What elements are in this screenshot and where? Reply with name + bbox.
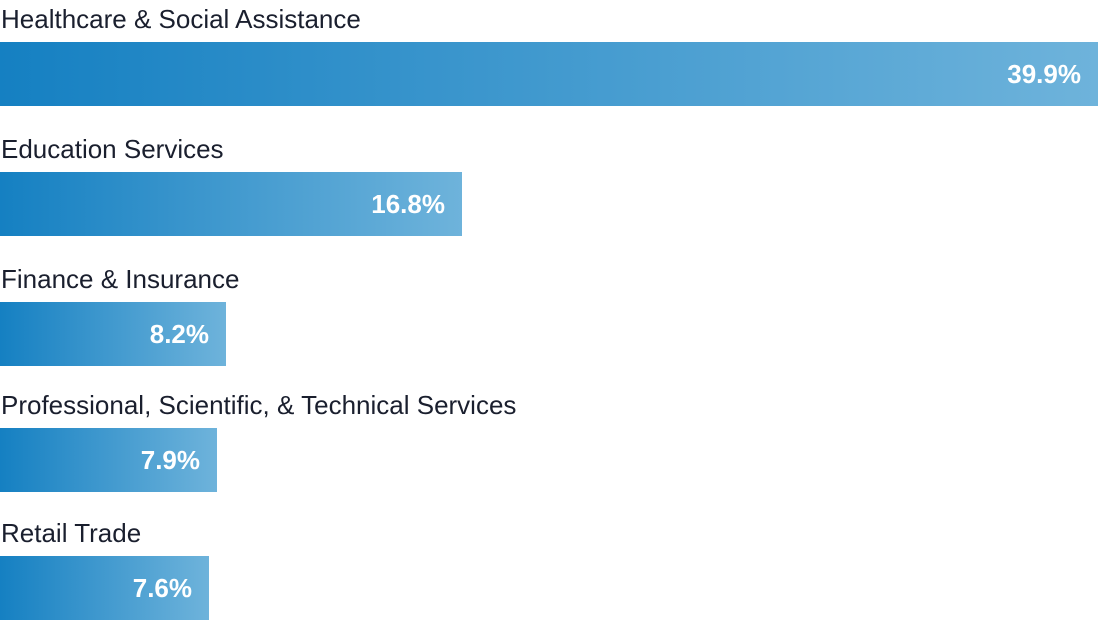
bar: 16.8% [0, 172, 462, 236]
category-label: Education Services [1, 134, 224, 164]
bar-value-label: 8.2% [149, 319, 209, 349]
bar: 8.2% [0, 302, 226, 366]
category-label: Retail Trade [1, 518, 142, 548]
bar-value-label: 7.9% [140, 445, 200, 475]
bar-value-label: 39.9% [1007, 59, 1081, 89]
bar-value-label: 16.8% [371, 189, 445, 219]
category-label: Healthcare & Social Assistance [1, 4, 361, 34]
bar: 39.9% [0, 42, 1098, 106]
category-label: Finance & Insurance [1, 264, 240, 294]
bar: 7.6% [0, 556, 209, 620]
category-label: Professional, Scientific, & Technical Se… [1, 390, 517, 420]
bar: 7.9% [0, 428, 217, 492]
bar-value-label: 7.6% [132, 573, 192, 603]
